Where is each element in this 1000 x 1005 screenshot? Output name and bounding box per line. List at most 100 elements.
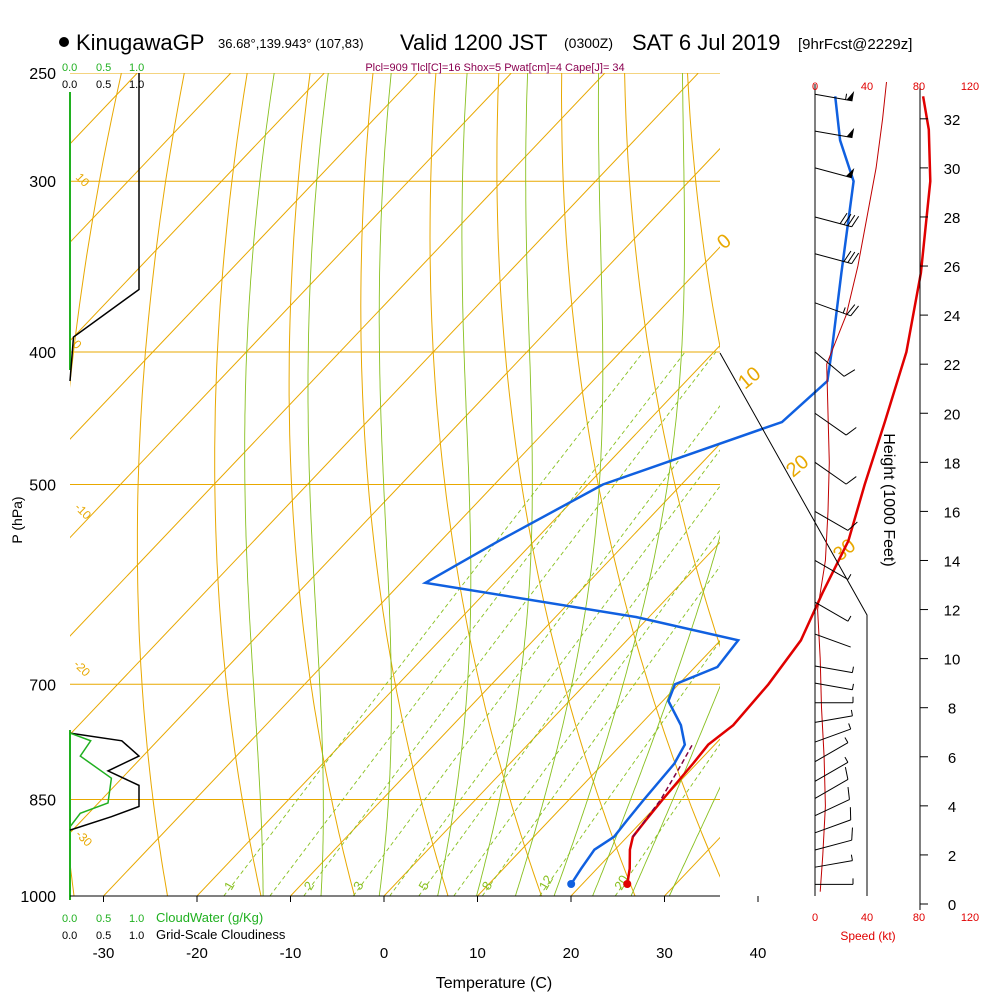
speed-tick-top: 40 xyxy=(861,81,873,93)
x-axis-tick-label: -30 xyxy=(93,945,115,962)
x-axis-tick-label: 30 xyxy=(656,945,673,962)
wind-barb-staff xyxy=(815,840,852,850)
height-tick-label: 22 xyxy=(944,357,961,374)
wind-barb xyxy=(815,213,859,227)
moist-adiabat-line xyxy=(375,73,391,925)
speed-tick-top: 80 xyxy=(913,81,925,93)
isotherm-line xyxy=(543,49,1000,925)
dry-adiabat-line xyxy=(57,49,127,925)
height-tick-label: 4 xyxy=(948,799,956,816)
wind-barb-half-flag xyxy=(851,855,852,861)
isotherm-line xyxy=(76,49,908,925)
isotherm-label: -20 xyxy=(71,657,93,679)
wind-barb-flag xyxy=(846,477,856,485)
cloudwater-tick-bottom: 0.0 xyxy=(62,913,77,925)
wind-barb xyxy=(815,462,856,484)
mixing-ratio-line xyxy=(390,352,794,896)
height-axis-label: Height (1000 Feet) xyxy=(880,433,897,566)
cloudwater-tick-bottom: 1.0 xyxy=(129,913,144,925)
dry-adiabat-line xyxy=(562,49,742,925)
wind-barb-flag xyxy=(852,828,853,841)
cloudiness-profile-lower xyxy=(70,733,139,830)
isotherm-line xyxy=(637,49,1000,925)
wind-barb xyxy=(815,807,851,833)
isotherm-label: 10 xyxy=(73,170,93,190)
cloudwater-tick-top: 0.0 xyxy=(62,62,77,74)
wind-barb-flag xyxy=(845,767,848,779)
dry-adiabat-line xyxy=(624,49,836,925)
pressure-tick-label: 300 xyxy=(29,174,56,191)
dry-adiabat-line xyxy=(137,49,189,925)
wind-barb xyxy=(815,511,857,530)
wind-barb xyxy=(815,602,851,621)
dry-adiabat-line xyxy=(811,49,1000,925)
speed-tick-bottom: 120 xyxy=(961,912,979,924)
pressure-tick-label: 400 xyxy=(29,345,56,362)
wind-barb xyxy=(815,757,848,781)
isotherm-label: -10 xyxy=(72,500,94,522)
isotherm-line xyxy=(824,49,1000,925)
wind-speed-profile xyxy=(818,82,887,892)
height-tick-label: 2 xyxy=(948,848,956,865)
dry-adiabat-line xyxy=(430,49,552,925)
cloudwater-profile xyxy=(70,733,111,827)
wind-barb xyxy=(815,710,852,723)
dry-adiabat-line xyxy=(289,49,362,925)
speed-tick-top: 0 xyxy=(812,81,818,93)
wind-barb-half-flag xyxy=(843,307,845,313)
wind-barb-staff xyxy=(815,861,852,868)
mixing-ratio-line xyxy=(353,352,761,896)
pressure-tick-label: 250 xyxy=(29,66,56,83)
mixing-ratio-label: 1 xyxy=(221,879,238,893)
mixing-ratio-label: 5 xyxy=(415,879,432,893)
height-tick-label: 16 xyxy=(944,504,961,521)
wind-barb xyxy=(815,787,849,816)
mixing-ratio-line xyxy=(270,352,685,896)
mixing-ratio-line xyxy=(304,352,716,896)
wind-barb-staff xyxy=(815,634,851,647)
pressure-tick-label: 500 xyxy=(29,478,56,495)
wind-barb-half-flag xyxy=(851,710,852,716)
cloudiness-label: Grid-Scale Cloudiness xyxy=(156,927,286,942)
cloudwater-tick-top: 0.5 xyxy=(96,62,111,74)
height-tick-label: 28 xyxy=(944,210,961,227)
height-tick-label: 10 xyxy=(944,652,961,669)
x-axis-label: Temperature (C) xyxy=(436,975,552,992)
height-tick-label: 8 xyxy=(948,701,956,718)
cloudwater-label: CloudWater (g/Kg) xyxy=(156,910,263,925)
wind-barb-staff xyxy=(815,413,846,435)
x-axis-tick-label: -10 xyxy=(280,945,302,962)
forecast-info: [9hrFcst@2229z] xyxy=(798,36,912,53)
speed-tick-bottom: 80 xyxy=(913,912,925,924)
wind-barb-staff xyxy=(815,303,851,316)
diagram-lines xyxy=(0,49,1000,925)
wind-barb-half-flag xyxy=(852,684,853,690)
height-tick-label: 12 xyxy=(944,603,961,620)
isotherm-line xyxy=(169,49,1000,925)
height-tick-label: 26 xyxy=(944,259,961,276)
moist-adiabat-line xyxy=(245,73,275,925)
cloudwater-tick-bottom: 0.5 xyxy=(96,913,111,925)
sounding-params: Plcl=909 Tlcl[C]=16 Shox=5 Pwat[cm]=4 Ca… xyxy=(365,62,624,74)
valid-time: Valid 1200 JST xyxy=(400,30,548,55)
wind-barb-staff xyxy=(815,131,852,138)
valid-date: SAT 6 Jul 2019 xyxy=(632,30,780,55)
wind-barb xyxy=(815,352,855,376)
mixing-ratio-label: 3 xyxy=(350,879,367,893)
mixing-ratio-line xyxy=(615,352,996,896)
height-tick-label: 32 xyxy=(944,112,961,129)
pressure-tick-label: 700 xyxy=(29,677,56,694)
wind-barb-half-flag xyxy=(846,94,847,100)
wind-barb xyxy=(815,128,854,138)
wind-barb-staff xyxy=(815,820,851,833)
wind-barb-half-flag xyxy=(848,574,851,579)
cloudiness-profile-upper xyxy=(70,73,139,381)
cloudiness-tick-bottom: 0.0 xyxy=(62,930,77,942)
isotherm-label-right: 20 xyxy=(782,451,813,482)
x-axis-tick-label: 0 xyxy=(380,945,388,962)
isotherm-label: -30 xyxy=(73,827,95,849)
height-tick-label: 30 xyxy=(944,161,961,178)
